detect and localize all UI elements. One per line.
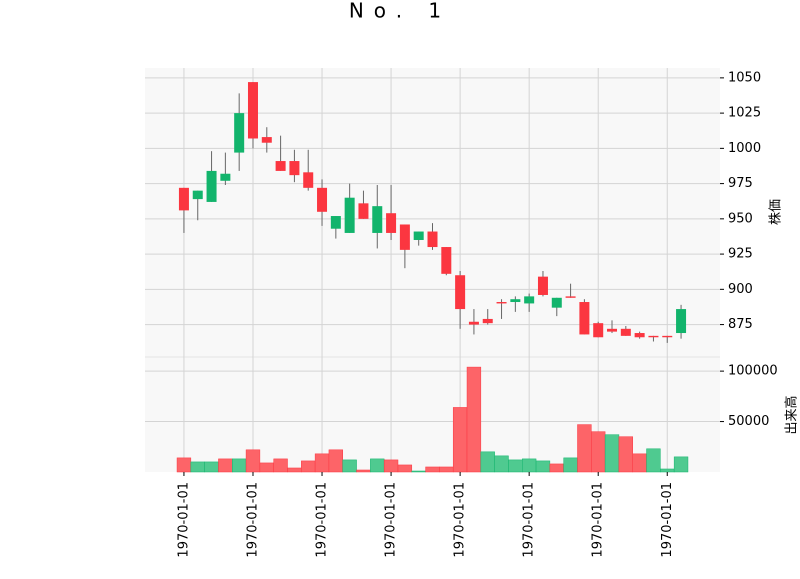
y-tick-label: 925 [728,247,753,262]
x-tick-label: 1970-01-01 [384,482,399,558]
x-tick-label: 1970-01-01 [522,482,537,558]
candle-body [413,231,424,240]
volume-bar [604,434,620,473]
volume-bar [176,457,192,473]
candle-body [399,224,410,250]
volume-bar [232,458,247,473]
y-tick-label: 1000 [728,141,761,156]
volume-bar [287,467,302,473]
candle-body [275,161,286,171]
volume-bar [494,455,509,473]
y-tick-label: 900 [728,282,753,297]
y-tick-label: 950 [728,211,753,226]
candle-body [330,216,341,229]
volume-axis-label: 出来高 [784,395,800,434]
volume-bar [577,424,592,473]
volume-bar [522,458,537,473]
candle-body [317,187,328,212]
marks [176,82,689,473]
volume-bar [218,458,233,473]
candle-body [344,197,355,233]
candle-body [579,302,590,335]
candle-body [234,113,245,153]
y-tick-label: 50000 [728,414,769,429]
candle-body [551,297,562,308]
volume-bar [190,461,205,473]
candle-body [261,137,272,143]
volume-bar [245,449,261,473]
volume-bar [397,464,413,473]
candle-body [607,328,618,332]
y-axis-label: 株価 [769,199,784,225]
volume-bar [204,461,219,473]
y-tick-label: 875 [728,317,753,332]
candle-body [676,309,687,334]
candle-body [634,333,645,338]
volume-bar [370,458,385,473]
candle-body [468,321,479,325]
volume-bar [508,459,523,473]
volume-bar [660,468,675,473]
volume-bar [439,466,454,473]
volume-bar [549,463,564,473]
volume-bar [301,460,316,473]
x-tick-label: 1970-01-01 [660,482,675,558]
x-tick-label: 1970-01-01 [591,482,606,558]
candle-body [206,170,217,202]
price-panel [145,68,720,357]
candle-body [648,335,659,338]
x-tick-label: 1970-01-01 [176,482,191,558]
volume-bar [411,470,426,473]
candle-body [510,299,521,303]
y-tick-label: 1050 [728,70,761,85]
volume-bar [535,460,551,473]
candle-body [620,328,631,336]
candle-body [427,231,438,248]
volume-bar [383,459,399,473]
candle-body [565,296,576,298]
candle-body [593,323,604,338]
x-tick-label: 1970-01-01 [245,482,260,558]
volume-bar [591,431,606,473]
volume-bar [314,453,330,473]
volume-bar [356,469,371,473]
volume-bar [328,449,343,473]
chart-title: No. 1 [349,0,451,23]
candle-body [220,173,231,181]
candle-body [455,275,466,310]
candle-body [662,335,673,338]
volume-bar [466,366,482,473]
candle-body [496,302,507,304]
volume-bar [480,451,495,473]
volume-bar [259,462,274,473]
volume-bar [425,466,440,473]
volume-bar [342,459,357,473]
candle-body [524,296,535,304]
volume-bar [563,457,578,473]
candle-body [482,318,493,324]
volume-bar [673,456,689,473]
candle-body [289,161,300,176]
candle-body [178,187,189,211]
y-tick-label: 100000 [728,364,778,379]
candle-body [537,276,548,295]
volume-bar [632,453,647,473]
candle-body [386,213,397,233]
volume-bar [273,458,288,473]
candle-body [441,247,452,274]
candle-body [247,82,258,139]
x-tick-label: 1970-01-01 [315,482,330,558]
y-tick-label: 1025 [728,106,761,121]
x-tick-label: 1970-01-01 [453,482,468,558]
y-tick-label: 975 [728,176,753,191]
volume-bar [452,407,468,473]
candle-body [358,203,369,219]
candle-body [192,190,203,200]
volume-bar [618,436,633,473]
volume-bar [646,448,661,473]
candle-body [372,206,383,233]
candle-body [303,172,314,188]
